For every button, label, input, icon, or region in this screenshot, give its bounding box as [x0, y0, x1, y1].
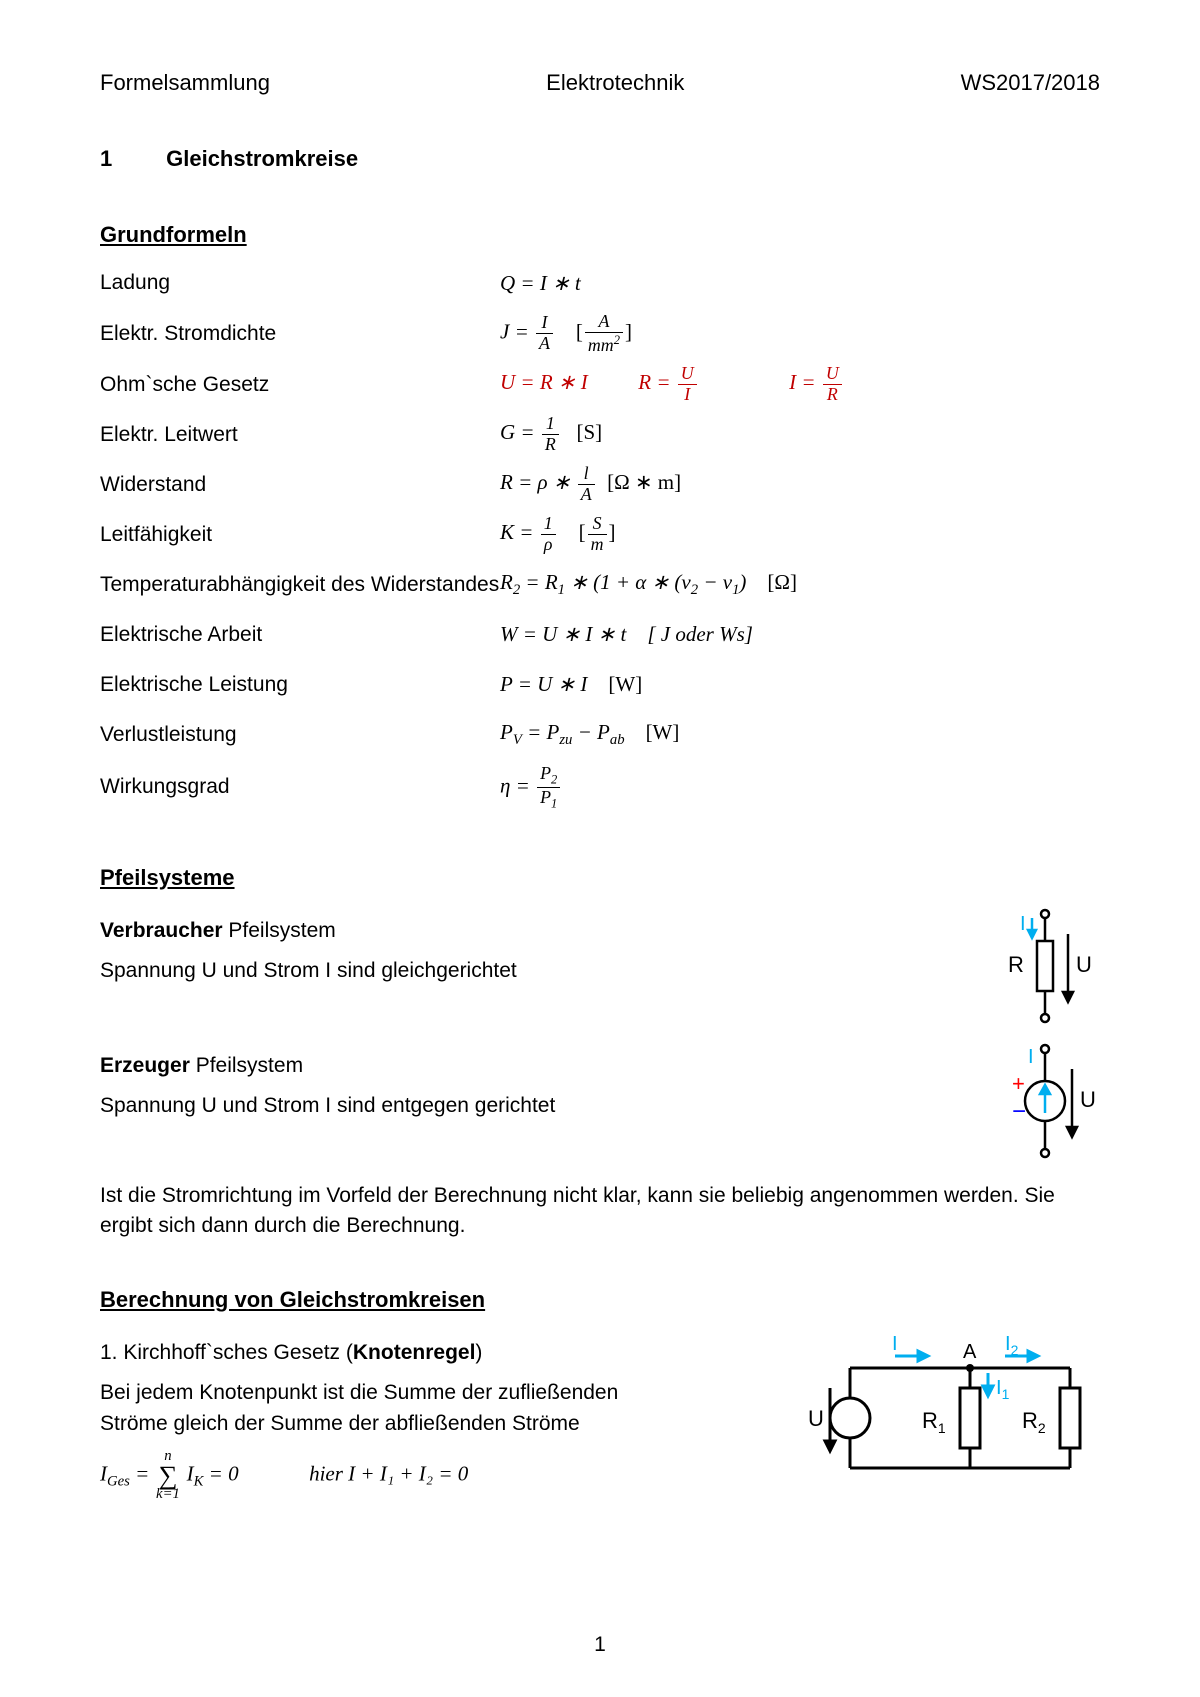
- header-right: WS2017/2018: [961, 70, 1100, 96]
- row-arbeit: Elektrische Arbeit W = U ∗ I ∗ t [ J ode…: [100, 615, 1100, 655]
- chapter-number: 1: [100, 146, 160, 172]
- row-leistung: Elektrische Leistung P = U ∗ I [W]: [100, 665, 1100, 705]
- formula-temp: R2 = R1 ∗ (1 + α ∗ (v2 − v1) [Ω]: [500, 570, 797, 599]
- svg-text:I1: I1: [996, 1377, 1010, 1402]
- formula-arbeit: W = U ∗ I ∗ t [ J oder Ws]: [500, 622, 753, 647]
- label-leistung: Elektrische Leistung: [100, 673, 500, 697]
- label-leitwert: Elektr. Leitwert: [100, 423, 500, 447]
- svg-text:R1: R1: [922, 1408, 946, 1436]
- row-temp: Temperaturabhängigkeit des Widerstandes …: [100, 565, 1100, 605]
- formula-leitfaehigkeit: K = 1ρ [Sm]: [500, 515, 616, 554]
- pfeil-note: Ist die Stromrichtung im Vorfeld der Ber…: [100, 1181, 1100, 1242]
- row-ohm: Ohm`sche Gesetz U = R ∗ I R = UI I = UR: [100, 365, 1100, 405]
- svg-text:+: +: [1012, 1071, 1025, 1096]
- label-arbeit: Elektrische Arbeit: [100, 623, 500, 647]
- row-widerstand: Widerstand R = ρ ∗ lA [Ω ∗ m]: [100, 465, 1100, 505]
- kirchhoff-heading: 1. Kirchhoff`sches Gesetz (Knotenregel): [100, 1338, 770, 1368]
- label-temp: Temperaturabhängigkeit des Widerstandes: [100, 573, 500, 597]
- svg-text:−: −: [1012, 1098, 1026, 1125]
- svg-text:I: I: [1020, 913, 1026, 935]
- header-center: Elektrotechnik: [546, 70, 684, 96]
- verbraucher-title: Verbraucher Pfeilsystem: [100, 916, 960, 946]
- svg-text:R: R: [1008, 952, 1024, 977]
- svg-text:A: A: [963, 1341, 977, 1363]
- page-number: 1: [0, 1633, 1200, 1657]
- label-ohm: Ohm`sche Gesetz: [100, 373, 500, 397]
- label-verlust: Verlustleistung: [100, 723, 500, 747]
- erzeuger-block: Erzeuger Pfeilsystem Spannung U und Stro…: [100, 1041, 1100, 1161]
- formula-wirkungsgrad: η = P2P1: [500, 765, 562, 810]
- svg-text:U: U: [1080, 1087, 1096, 1112]
- row-stromdichte: Elektr. Stromdichte J = IA [Amm2]: [100, 313, 1100, 355]
- svg-text:I: I: [892, 1333, 898, 1355]
- formula-leitwert: G = 1R [S]: [500, 415, 602, 454]
- svg-text:U: U: [1076, 952, 1092, 977]
- kirchhoff-diagram: I I2 I1 A U: [800, 1328, 1100, 1498]
- label-leitfaehigkeit: Leitfähigkeit: [100, 523, 500, 547]
- svg-text:I2: I2: [1005, 1333, 1019, 1358]
- label-widerstand: Widerstand: [100, 473, 500, 497]
- erzeuger-diagram: I + − U: [990, 1041, 1100, 1161]
- kirchhoff-formula: IGes = n ∑ k=1 IK = 0 hier I + I₁ + I₂ =…: [100, 1449, 770, 1502]
- label-stromdichte: Elektr. Stromdichte: [100, 322, 500, 346]
- label-ladung: Ladung: [100, 271, 500, 295]
- row-leitfaehigkeit: Leitfähigkeit K = 1ρ [Sm]: [100, 515, 1100, 555]
- formula-stromdichte: J = IA [Amm2]: [500, 313, 632, 355]
- section-berechnung: Berechnung von Gleichstromkreisen: [100, 1287, 1100, 1313]
- section-grundformeln: Grundformeln: [100, 222, 1100, 248]
- formula-verlust: PV = Pzu − Pab [W]: [500, 720, 679, 749]
- row-ladung: Ladung Q = I ∗ t: [100, 263, 1100, 303]
- row-wirkungsgrad: Wirkungsgrad η = P2P1: [100, 765, 1100, 810]
- page-header: Formelsammlung Elektrotechnik WS2017/201…: [100, 70, 1100, 96]
- erzeuger-title: Erzeuger Pfeilsystem: [100, 1051, 960, 1081]
- chapter-title: Gleichstromkreise: [166, 146, 358, 171]
- header-left: Formelsammlung: [100, 70, 270, 96]
- row-leitwert: Elektr. Leitwert G = 1R [S]: [100, 415, 1100, 455]
- chapter-heading: 1 Gleichstromkreise: [100, 146, 1100, 172]
- formula-ohm: U = R ∗ I R = UI I = UR: [500, 365, 844, 404]
- svg-text:R2: R2: [1022, 1408, 1046, 1436]
- kirchhoff-text: Bei jedem Knotenpunkt ist die Summe der …: [100, 1378, 620, 1439]
- svg-text:U: U: [808, 1406, 824, 1431]
- verbraucher-diagram: I U R: [990, 906, 1100, 1026]
- kirchhoff-block: 1. Kirchhoff`sches Gesetz (Knotenregel) …: [100, 1328, 1100, 1513]
- formula-leistung: P = U ∗ I [W]: [500, 672, 642, 697]
- verbraucher-text: Spannung U und Strom I sind gleichgerich…: [100, 956, 960, 986]
- section-pfeilsysteme: Pfeilsysteme: [100, 865, 1100, 891]
- formula-widerstand: R = ρ ∗ lA [Ω ∗ m]: [500, 465, 681, 504]
- verbraucher-block: Verbraucher Pfeilsystem Spannung U und S…: [100, 906, 1100, 1026]
- row-verlust: Verlustleistung PV = Pzu − Pab [W]: [100, 715, 1100, 755]
- svg-text:I: I: [1028, 1046, 1034, 1068]
- erzeuger-text: Spannung U und Strom I sind entgegen ger…: [100, 1091, 960, 1121]
- label-wirkungsgrad: Wirkungsgrad: [100, 775, 500, 799]
- formula-ladung: Q = I ∗ t: [500, 271, 581, 296]
